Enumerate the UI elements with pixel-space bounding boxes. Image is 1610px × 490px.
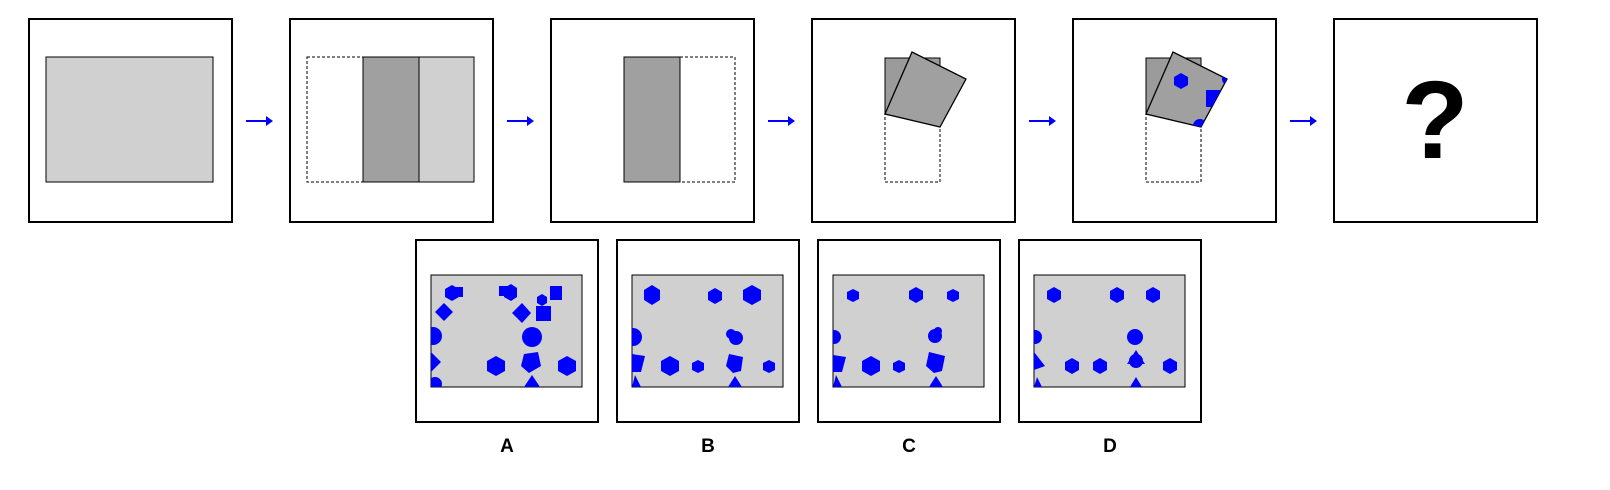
arrow-right-icon (246, 116, 273, 126)
question-mark: ? (1401, 59, 1468, 182)
option-d[interactable]: D (1018, 239, 1202, 457)
folded-away-outline (306, 56, 364, 183)
punch-holes (1034, 287, 1177, 387)
triangle-hole (1130, 377, 1142, 387)
circle-hole (1129, 354, 1143, 368)
hexagon-hole (504, 284, 517, 301)
hexagon-hole (692, 360, 704, 373)
folded-flap (362, 56, 420, 183)
hexagon-hole (644, 285, 660, 305)
arrow-right-icon (1029, 116, 1056, 126)
circle-hole (1034, 330, 1042, 344)
hexagon-hole (847, 289, 859, 302)
circle-hole (522, 327, 542, 347)
pentagon-hole (926, 352, 945, 373)
pentagon-hole (726, 354, 743, 373)
hexagon-hole (1146, 287, 1160, 303)
triangle-hole (632, 375, 641, 387)
hexagon-hole (1174, 73, 1188, 89)
circle-hole (726, 329, 736, 339)
circle-hole (632, 328, 642, 346)
diamond-hole (512, 303, 531, 323)
hexagon-hole (558, 356, 576, 376)
arrow-right-icon (768, 116, 795, 126)
circle-hole (1127, 329, 1143, 345)
hexagon-hole (708, 288, 722, 304)
triangle-hole (833, 375, 842, 387)
hexagon-hole (537, 294, 547, 306)
hexagon-hole (1110, 287, 1124, 303)
hexagon-hole (1065, 358, 1079, 374)
step-2-panel (289, 18, 494, 223)
triangle-hole (524, 375, 540, 387)
option-label[interactable]: B (701, 436, 715, 457)
option-c[interactable]: C (817, 239, 1001, 457)
answer-panel: ? (1333, 18, 1538, 223)
hexagon-hole (743, 285, 761, 305)
hexagon-hole (862, 356, 880, 376)
triangle-hole (1034, 377, 1042, 387)
arrow-right-icon (507, 116, 534, 126)
circle-hole (431, 377, 442, 387)
arrow-right-icon (1290, 116, 1317, 126)
hexagon-hole (1047, 287, 1061, 303)
step-1-panel (28, 18, 233, 223)
step-4-panel (811, 18, 1016, 223)
hexagon-hole (1093, 358, 1107, 374)
hexagon-hole (487, 356, 505, 376)
circle-hole (934, 327, 942, 335)
square-hole (550, 286, 562, 300)
step-3-panel (550, 18, 755, 223)
punch-holes (431, 284, 576, 387)
square-hole (536, 306, 551, 321)
option-b[interactable]: B (616, 239, 800, 457)
folded-strip (623, 56, 681, 183)
option-a[interactable]: A (415, 239, 599, 457)
hexagon-hole (947, 289, 959, 302)
hexagon-hole (909, 287, 923, 303)
hexagon-hole (893, 360, 905, 373)
square-hole (452, 287, 463, 297)
triangle-hole (929, 376, 943, 387)
pentagon-hole (521, 352, 541, 373)
folded-away-outline (679, 56, 736, 183)
circle-hole (833, 330, 841, 344)
step-5-panel (1072, 18, 1277, 223)
triangle-hole (431, 352, 441, 372)
option-label[interactable]: D (1103, 436, 1117, 457)
diamond-hole (435, 303, 453, 321)
paper-remaining (418, 56, 475, 183)
circle-hole (431, 327, 442, 345)
punch-holes (632, 285, 775, 387)
hexagon-hole (1163, 358, 1177, 374)
triangle-hole (728, 376, 742, 387)
pentagon-hole (632, 354, 645, 372)
option-label[interactable]: A (500, 436, 514, 457)
rotated-flap (884, 51, 967, 128)
hexagon-hole (763, 360, 775, 373)
paper-sheet (45, 56, 214, 183)
answer-frame (1333, 18, 1538, 223)
punch-holes (833, 287, 959, 387)
option-label[interactable]: C (902, 436, 916, 457)
triangle-hole (1034, 352, 1045, 370)
pentagon-hole (833, 355, 846, 372)
hexagon-hole (661, 356, 679, 376)
